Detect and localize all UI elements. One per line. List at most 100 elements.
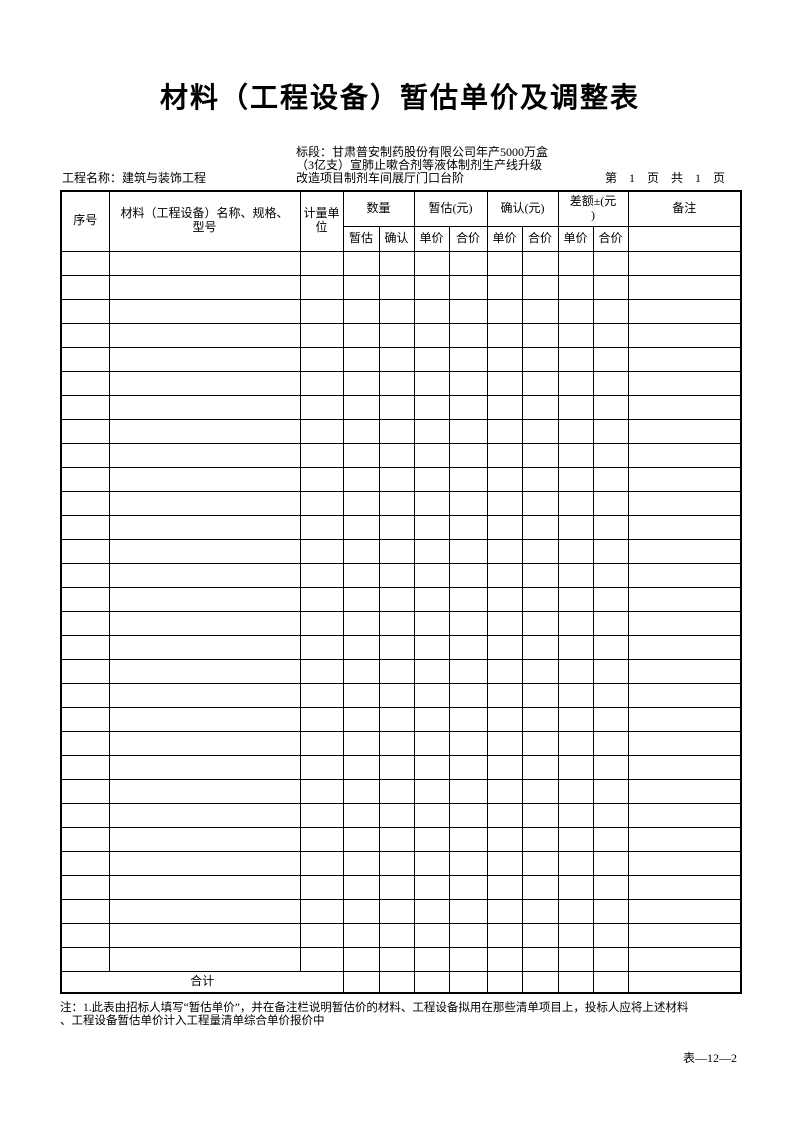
empty-cell <box>342 274 380 300</box>
empty-cell <box>486 322 523 348</box>
empty-cell <box>448 466 488 492</box>
empty-cell <box>557 610 594 636</box>
empty-cell <box>299 346 344 372</box>
empty-cell <box>592 562 629 588</box>
subcol-difference-unit-price: 单价 <box>557 225 594 252</box>
empty-cell <box>486 274 523 300</box>
empty-cell <box>521 826 559 852</box>
empty-cell <box>448 250 488 276</box>
empty-cell <box>108 490 301 516</box>
empty-cell <box>108 394 301 420</box>
page-number-info: 第 1 页 共 1 页 <box>604 171 725 185</box>
empty-cell <box>108 466 301 492</box>
empty-cell <box>413 850 450 876</box>
table-row <box>60 394 742 420</box>
empty-cell <box>627 658 742 684</box>
empty-cell <box>627 610 742 636</box>
empty-cell <box>342 778 380 804</box>
empty-cell <box>486 514 523 540</box>
empty-cell <box>299 898 344 924</box>
empty-cell <box>299 442 344 468</box>
empty-cell <box>108 778 301 804</box>
empty-cell <box>108 850 301 876</box>
subcol-confirm-total-price: 合价 <box>521 225 559 252</box>
empty-cell <box>521 802 559 828</box>
empty-cell <box>108 538 301 564</box>
empty-cell <box>342 898 380 924</box>
empty-cell <box>521 610 559 636</box>
empty-cell <box>557 322 594 348</box>
empty-cell <box>486 298 523 324</box>
table-body: 合计 <box>60 250 742 994</box>
empty-cell <box>60 802 110 828</box>
empty-cell <box>60 658 110 684</box>
empty-cell <box>557 946 594 972</box>
empty-cell <box>108 418 301 444</box>
subcol-quantity-confirm: 确认 <box>378 225 415 252</box>
empty-cell <box>60 346 110 372</box>
empty-cell <box>342 946 380 972</box>
empty-cell <box>60 322 110 348</box>
empty-cell <box>378 706 415 732</box>
empty-cell <box>342 658 380 684</box>
empty-cell <box>627 682 742 708</box>
empty-cell <box>378 466 415 492</box>
total-empty-cell <box>592 970 629 994</box>
empty-cell <box>108 562 301 588</box>
empty-cell <box>627 562 742 588</box>
empty-cell <box>342 730 380 756</box>
table-row <box>60 250 742 276</box>
empty-cell <box>627 370 742 396</box>
empty-cell <box>557 826 594 852</box>
empty-cell <box>486 370 523 396</box>
form-code: 表—12—2 <box>682 1051 737 1065</box>
empty-cell <box>557 706 594 732</box>
table-row <box>60 298 742 324</box>
empty-cell <box>60 394 110 420</box>
subcol-estimate-total-price: 合价 <box>448 225 488 252</box>
table-row <box>60 922 742 948</box>
empty-cell <box>521 418 559 444</box>
table-row <box>60 610 742 636</box>
empty-cell <box>413 490 450 516</box>
empty-cell <box>592 538 629 564</box>
empty-cell <box>592 322 629 348</box>
empty-cell <box>592 706 629 732</box>
empty-cell <box>521 274 559 300</box>
empty-cell <box>557 802 594 828</box>
col-group-estimate: 暂估(元) <box>413 190 488 227</box>
empty-cell <box>378 778 415 804</box>
empty-cell <box>486 898 523 924</box>
empty-cell <box>60 586 110 612</box>
empty-cell <box>557 658 594 684</box>
empty-cell <box>627 754 742 780</box>
table-row <box>60 946 742 972</box>
empty-cell <box>521 298 559 324</box>
empty-cell <box>486 778 523 804</box>
total-empty-cell <box>413 970 450 994</box>
empty-cell <box>592 658 629 684</box>
subcol-difference-total-price: 合价 <box>592 225 629 252</box>
empty-cell <box>60 850 110 876</box>
empty-cell <box>108 658 301 684</box>
empty-cell <box>342 418 380 444</box>
empty-cell <box>299 562 344 588</box>
empty-cell <box>108 442 301 468</box>
header-row-subcolumns: 暂估 确认 单价 合价 单价 合价 单价 合价 <box>61 225 742 252</box>
empty-cell <box>378 394 415 420</box>
empty-cell <box>486 922 523 948</box>
table-row <box>60 442 742 468</box>
empty-cell <box>448 370 488 396</box>
subcol-remark-empty <box>627 225 742 252</box>
empty-cell <box>342 610 380 636</box>
empty-cell <box>108 706 301 732</box>
empty-cell <box>448 490 488 516</box>
empty-cell <box>592 466 629 492</box>
empty-cell <box>108 826 301 852</box>
empty-cell <box>448 730 488 756</box>
empty-cell <box>378 922 415 948</box>
header-row-groups: 序号 材料（工程设备）名称、规格、型号 计量单位 数量 暂估(元) 确认(元) … <box>60 190 742 252</box>
empty-cell <box>557 778 594 804</box>
empty-cell <box>60 826 110 852</box>
